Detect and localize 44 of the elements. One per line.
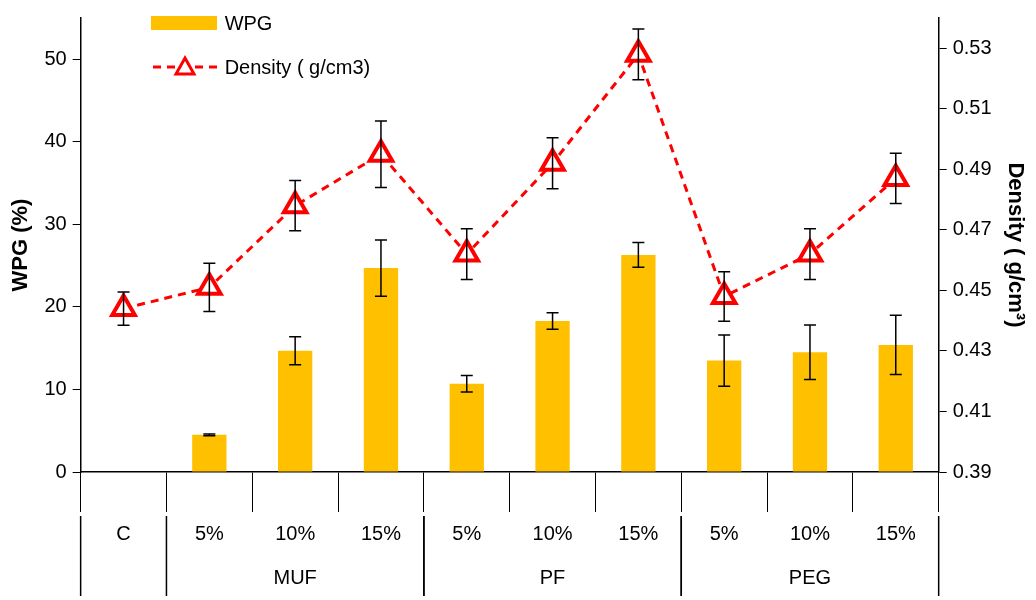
- x-tick-label: C: [116, 521, 131, 544]
- x-tick-label: 10%: [275, 521, 316, 544]
- legend-label: WPG: [224, 11, 273, 35]
- point: [539, 148, 566, 172]
- y2-tick-label: 0.43: [952, 338, 992, 361]
- x-tick-label: 15%: [618, 521, 659, 544]
- x-tick-label: 5%: [709, 521, 739, 544]
- y2-tick-label: 0.39: [952, 459, 992, 482]
- y-tick-label: 50: [44, 46, 67, 69]
- y-tick-label: 20: [44, 294, 67, 317]
- point: [109, 291, 139, 318]
- bar: [449, 383, 484, 472]
- y2-axis-title: Density ( g/cm³): [1003, 162, 1029, 328]
- y-tick-label: 30: [44, 211, 67, 234]
- y-axis-title: WPG (%): [7, 198, 33, 292]
- y2-tick-label: 0.51: [952, 96, 992, 119]
- y2-tick-label: 0.45: [952, 277, 992, 300]
- bar: [707, 360, 742, 472]
- x-tick-label: 5%: [452, 521, 482, 544]
- bar: [878, 344, 913, 472]
- y2-tick-label: 0.53: [952, 35, 992, 58]
- point: [196, 272, 223, 296]
- y2-tick-label: 0.47: [952, 217, 992, 240]
- legend-label: Density ( g/cm3): [224, 55, 371, 79]
- bar: [535, 320, 570, 472]
- y-tick-label: 40: [44, 129, 67, 152]
- bar: [363, 268, 399, 472]
- y-tick-label: 0: [55, 459, 67, 482]
- bar: [277, 350, 313, 472]
- y2-tick-label: 0.41: [952, 398, 992, 421]
- point: [625, 39, 652, 63]
- y-tick-label: 10: [44, 376, 67, 399]
- bar: [792, 352, 828, 472]
- text: MUF: [273, 565, 317, 588]
- x-tick-label: 10%: [532, 521, 573, 544]
- text: PF: [539, 565, 566, 588]
- x-tick-label: 15%: [360, 521, 402, 544]
- bar: [192, 434, 227, 472]
- x-tick-label: 5%: [194, 521, 225, 544]
- bar: [621, 254, 656, 472]
- x-tick-label: 10%: [789, 521, 831, 544]
- text: PEG: [788, 565, 832, 588]
- x-tick-label: 15%: [875, 521, 916, 544]
- y2-tick-label: 0.49: [952, 156, 992, 179]
